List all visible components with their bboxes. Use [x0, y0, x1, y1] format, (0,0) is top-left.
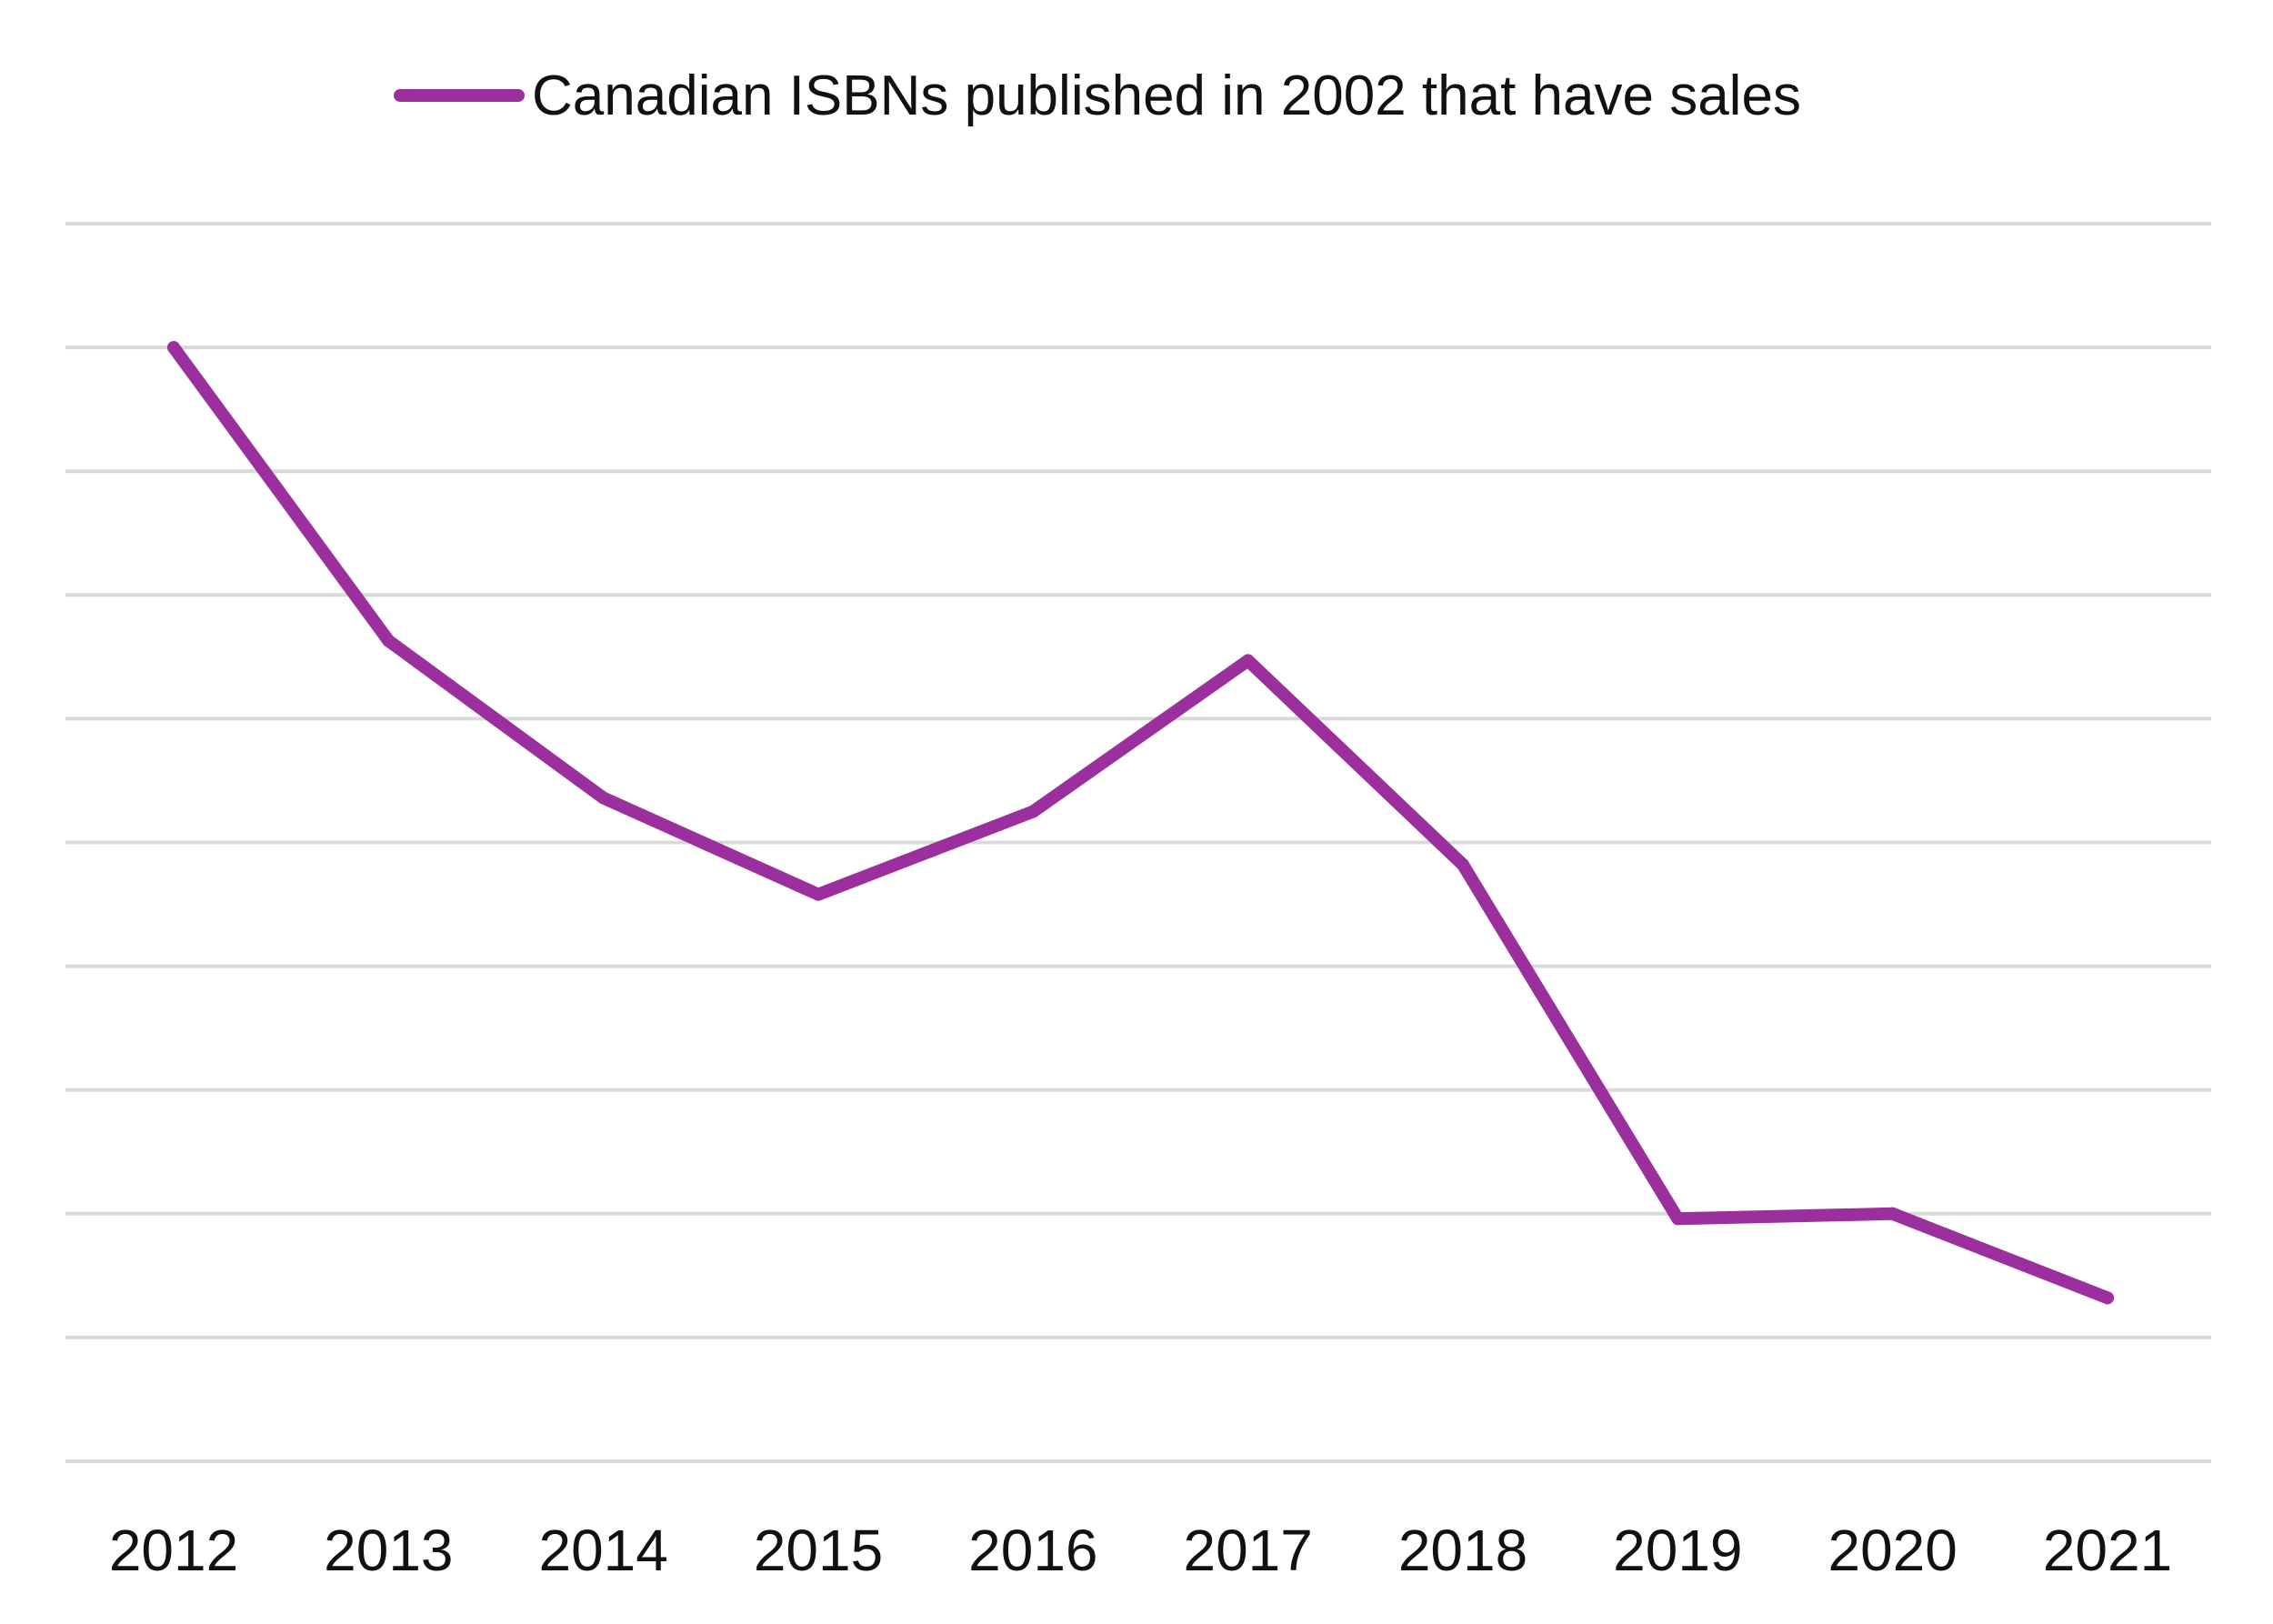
- y-gridlines: [65, 222, 2211, 1463]
- x-tick-label: 2013: [324, 1518, 453, 1583]
- x-axis: 2012 2013 2014 2015 2016 2017 2018 2019 2020 2021: [109, 1518, 2172, 1583]
- x-tick-label: 2014: [538, 1518, 667, 1583]
- data-point: [1457, 857, 1469, 871]
- x-tick-label: 2012: [109, 1518, 238, 1583]
- x-tick-label: 2015: [754, 1518, 883, 1583]
- legend: Canadian ISBNs published in 2002 that ha…: [394, 65, 1801, 127]
- data-point: [1671, 1212, 1685, 1226]
- series-group: [167, 341, 2114, 1305]
- x-tick-label: 2017: [1183, 1518, 1312, 1583]
- data-point: [596, 791, 610, 805]
- x-tick-label: 2021: [2043, 1518, 2172, 1583]
- data-point: [1886, 1207, 1899, 1220]
- x-tick-label: 2018: [1398, 1518, 1527, 1583]
- series-line: [167, 341, 2114, 1305]
- data-point: [812, 887, 825, 901]
- x-tick-label: 2019: [1613, 1518, 1742, 1583]
- legend-label: Canadian ISBNs published in 2002 that ha…: [532, 65, 1801, 127]
- data-point: [1026, 805, 1040, 818]
- x-tick-label: 2016: [968, 1518, 1097, 1583]
- data-point: [1241, 654, 1255, 667]
- data-point: [382, 634, 396, 647]
- data-point: [167, 341, 180, 355]
- x-tick-label: 2020: [1827, 1518, 1957, 1583]
- data-point: [2101, 1291, 2114, 1305]
